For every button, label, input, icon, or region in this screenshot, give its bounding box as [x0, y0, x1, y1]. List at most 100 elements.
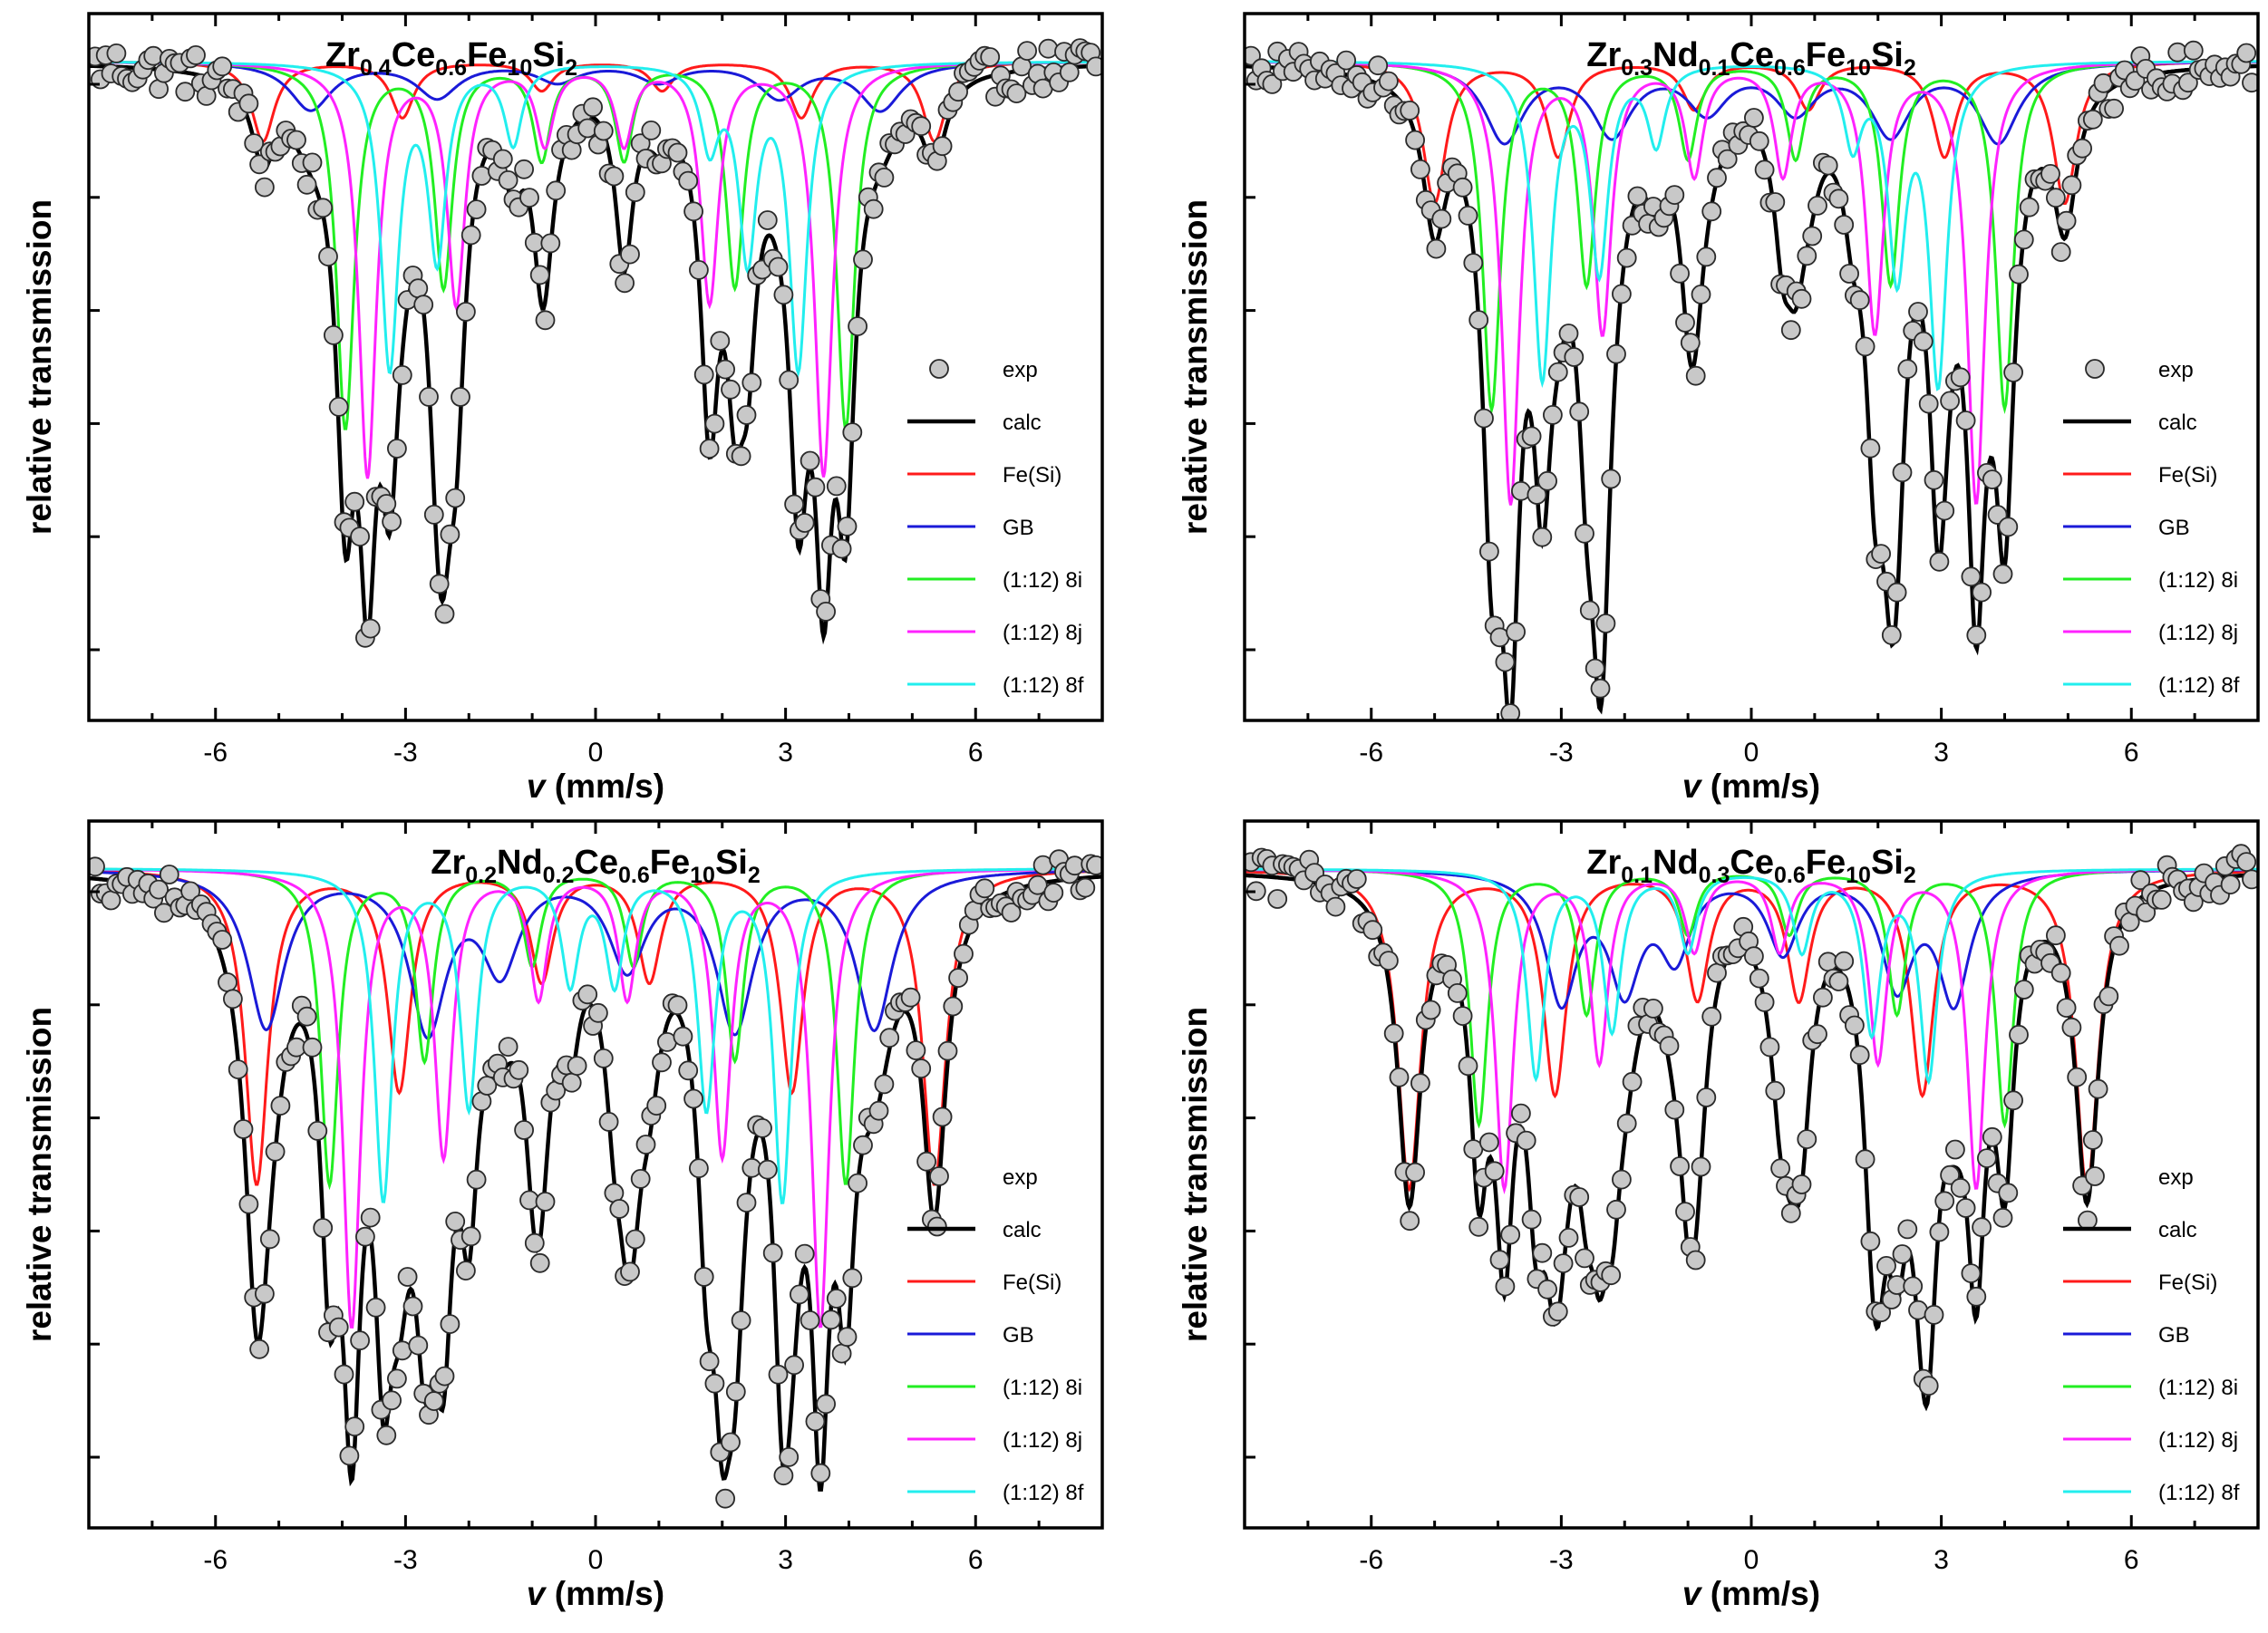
plot-area — [1245, 40, 2258, 720]
exp-point — [445, 1212, 466, 1232]
exp-point — [1940, 391, 1961, 411]
exp-point — [773, 285, 794, 305]
exp-point — [1982, 1126, 2002, 1147]
exp-point — [577, 984, 598, 1005]
exp-point — [456, 302, 476, 322]
exp-point — [784, 494, 804, 515]
exp-point — [186, 45, 206, 65]
legend-item: (1:12) 8j — [2063, 1428, 2238, 1453]
exp-point — [2151, 890, 2172, 910]
exp-point — [1876, 1256, 1896, 1276]
exp-point — [1506, 622, 1526, 643]
exp-point — [451, 387, 470, 407]
exp-point — [1744, 946, 1764, 967]
x-axis-label-var: v — [1682, 1575, 1703, 1612]
exp-point — [1400, 101, 1420, 121]
exp-point — [302, 152, 323, 173]
exp-point — [721, 379, 741, 400]
x-tick-label: 3 — [1934, 738, 1949, 768]
exp-point — [1754, 992, 1775, 1012]
panel-title: Zr0.2Nd0.2Ce0.6Fe10Si2 — [431, 844, 761, 888]
exp-point — [689, 1158, 709, 1179]
x-tick-label: 6 — [968, 1545, 984, 1575]
exp-point — [630, 1169, 651, 1189]
exp-point — [1998, 1183, 2019, 1203]
legend-item: Fe(Si) — [2063, 1271, 2217, 1295]
exp-point — [1992, 564, 2013, 585]
exp-point — [106, 43, 127, 63]
exp-point — [1791, 288, 1812, 309]
series-line-fe_si — [89, 60, 1102, 143]
y-axis-label: relative transmission — [21, 1007, 58, 1342]
title-element: Fe — [650, 844, 690, 882]
exp-point — [1569, 401, 1590, 422]
exp-point — [265, 1141, 286, 1162]
exp-point — [1627, 186, 1648, 207]
exp-point — [492, 149, 513, 169]
exp-point — [641, 120, 662, 140]
exp-point — [715, 1488, 735, 1509]
exp-point — [2067, 1067, 2088, 1087]
exp-point — [1616, 1113, 1637, 1134]
legend-marker-exp — [929, 1166, 949, 1186]
exp-point — [89, 856, 105, 877]
exp-point — [509, 1059, 529, 1080]
exp-point — [2242, 869, 2258, 890]
x-tick-label: -6 — [1359, 738, 1383, 768]
exp-point — [1871, 1302, 1892, 1323]
legend-marker-exp — [2085, 1166, 2105, 1186]
exp-point — [1892, 462, 1913, 483]
legend-item: (1:12) 8i — [2063, 1376, 2238, 1400]
exp-point — [826, 1289, 847, 1309]
exp-point — [1797, 246, 1817, 266]
exp-point — [354, 1226, 375, 1247]
exp-point — [1765, 192, 1786, 212]
series-line-gb — [89, 869, 1102, 1040]
exp-point — [741, 372, 762, 393]
legend-marker-exp — [929, 359, 949, 379]
exp-point — [868, 1100, 889, 1121]
exp-point — [376, 494, 397, 514]
exp-point — [254, 177, 275, 198]
legend-label: (1:12) 8j — [2158, 621, 2238, 645]
title-subscript: 2 — [748, 863, 761, 888]
exp-point — [1410, 159, 1430, 179]
title-subscript: 0.6 — [435, 55, 467, 81]
exp-point — [524, 1232, 545, 1253]
exp-point — [577, 118, 598, 139]
exp-point — [2050, 242, 2071, 263]
exp-point — [413, 295, 434, 315]
series-line-s8f — [89, 60, 1102, 378]
legend-label: calc — [1003, 411, 1042, 435]
exp-point — [1389, 1067, 1410, 1087]
exp-point — [752, 1118, 772, 1138]
exp-point — [1431, 208, 1452, 229]
exp-point — [1463, 253, 1484, 274]
exp-point — [816, 602, 836, 622]
exp-point — [853, 249, 873, 270]
exp-point — [1934, 1191, 1955, 1212]
exp-point — [1579, 600, 1600, 621]
exp-point — [906, 1040, 926, 1060]
exp-point — [1590, 678, 1611, 699]
legend-label: exp — [1003, 1165, 1038, 1190]
exp-point — [1500, 1224, 1521, 1245]
exp-point — [1420, 1000, 1441, 1020]
exp-point — [434, 604, 455, 624]
exp-point — [816, 1394, 836, 1415]
exp-point — [1521, 426, 1542, 447]
exp-point — [1918, 393, 1939, 414]
legend-item: calc — [907, 1218, 1042, 1242]
exp-point — [678, 170, 699, 191]
exp-point — [2061, 1017, 2082, 1038]
x-tick-label: -6 — [203, 1545, 228, 1575]
x-axis-label-unit: (mm/s) — [1701, 768, 1821, 805]
exp-point — [863, 198, 884, 219]
exp-point — [1346, 869, 1367, 889]
legend-item: Fe(Si) — [907, 1271, 1061, 1295]
legend-item: (1:12) 8i — [907, 1376, 1082, 1400]
exp-point — [699, 1351, 720, 1372]
exp-point — [1929, 551, 1950, 572]
exp-point — [1484, 1161, 1505, 1182]
